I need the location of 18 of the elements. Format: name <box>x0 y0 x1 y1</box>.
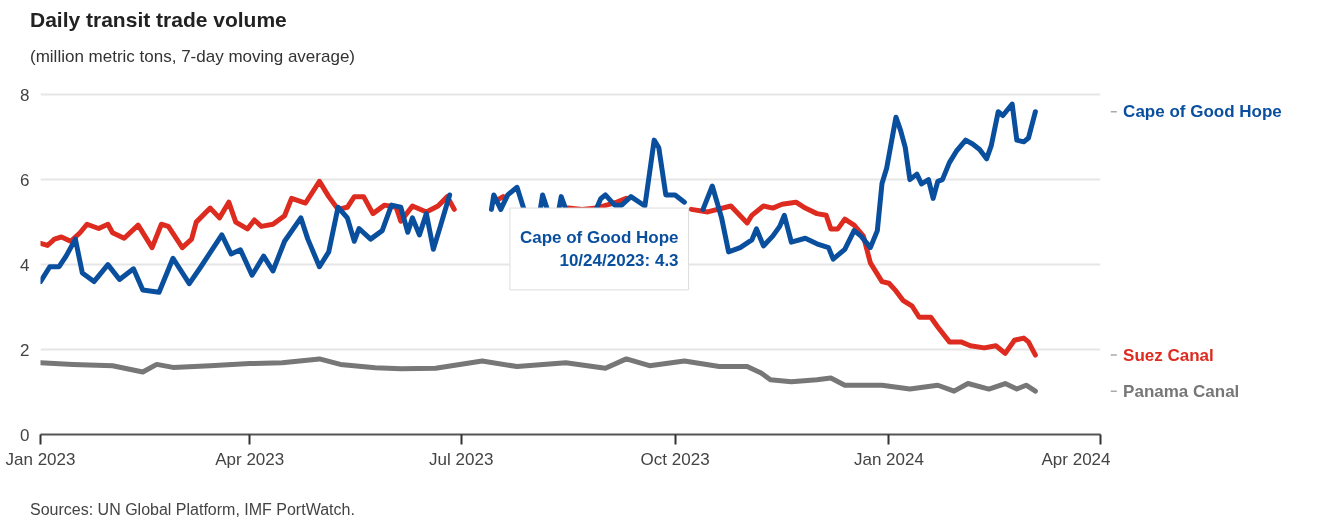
y-tick-label: 2 <box>20 340 30 360</box>
source-note: Sources: UN Global Platform, IMF PortWatch. <box>30 500 355 521</box>
annotation: Cape of Good Hope 10/24/2023: 4.3 <box>519 228 679 271</box>
x-tick-label: Oct 2023 <box>640 449 710 469</box>
text: Suez Canal <box>1123 345 1214 365</box>
y-tick-label: 6 <box>20 170 30 190</box>
x-tick-label: Apr 2024 <box>1041 449 1111 469</box>
y-tick-label: 0 <box>20 425 30 445</box>
chart-title: Daily transit trade volume <box>30 7 287 33</box>
x-tick-label: Jan 2023 <box>5 449 76 469</box>
text: Cape of Good Hope <box>1123 102 1282 122</box>
text: Panama Canal <box>1123 381 1240 401</box>
x-tick-label: Apr 2023 <box>215 449 285 469</box>
x-tick-label: Jul 2023 <box>429 449 494 469</box>
y-tick-label: 4 <box>20 255 30 275</box>
y-tick-label: 8 <box>20 85 30 105</box>
chart-subtitle: (million metric tons, 7-day moving average) <box>30 46 356 68</box>
x-tick-label: Jan 2024 <box>853 449 924 469</box>
